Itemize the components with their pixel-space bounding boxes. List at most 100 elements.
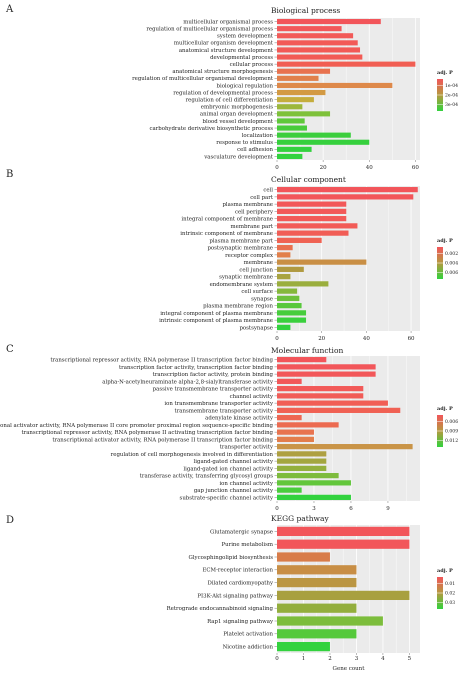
- x-tick-label: 6: [349, 506, 353, 512]
- bar: [277, 82, 393, 89]
- bar: [277, 393, 364, 399]
- legend-label: 0.02: [445, 591, 455, 597]
- category-labels: transcriptional repressor activity, RNA …: [0, 358, 277, 501]
- x-ticks: 0 20 40 60: [275, 160, 419, 171]
- category-label: carbohydrate derivative biosynthetic pro…: [149, 126, 273, 132]
- legend-label: 0.004: [445, 261, 458, 267]
- panel-a: A Biological process multicellular organis…: [5, 4, 458, 171]
- bar: [277, 223, 358, 229]
- category-label: transcriptional repressor activity, RNA …: [21, 430, 273, 436]
- bar: [277, 415, 302, 421]
- bar: [277, 458, 327, 464]
- category-label: blood vessel development: [203, 119, 274, 125]
- bar: [277, 310, 307, 316]
- bar: [277, 266, 304, 272]
- category-label: cell: [263, 188, 273, 194]
- bar: [277, 295, 300, 301]
- bar: [277, 61, 416, 67]
- bar: [277, 480, 351, 486]
- category-label: biological regulation: [217, 83, 274, 89]
- bar: [277, 288, 298, 294]
- category-label: cell adhesion: [237, 147, 273, 153]
- bar: [277, 422, 339, 428]
- bar: [277, 303, 302, 309]
- category-label: system development: [217, 34, 274, 40]
- legend-label: 0.006: [445, 419, 458, 425]
- category-label: Glutamatergic synapse: [210, 529, 273, 535]
- bar: [277, 281, 329, 287]
- category-label: anatomical structure development: [179, 48, 274, 54]
- x-axis-title: Gene count: [333, 666, 366, 672]
- x-tick-label: 40: [366, 165, 373, 171]
- bar: [277, 75, 319, 81]
- x-tick-label: 2: [328, 656, 332, 662]
- category-label: regulation of multicellular organismal d…: [132, 76, 274, 82]
- category-label: passive transmembrane transporter activi…: [153, 387, 274, 393]
- bar: [277, 259, 367, 265]
- category-label: integral component of plasma membrane: [160, 311, 273, 317]
- category-label: Platelet activation: [223, 632, 273, 638]
- bar: [277, 465, 327, 471]
- category-label: plasma membrane region: [203, 304, 273, 310]
- category-label: intrinsic component of plasma membrane: [159, 318, 273, 324]
- bar: [277, 230, 349, 236]
- bar: [277, 378, 302, 384]
- category-labels: Glutamatergic synapse Purine metabolism Gl…: [167, 529, 277, 650]
- legend-label: 0.01: [445, 581, 455, 587]
- bar: [277, 104, 303, 110]
- bar: [277, 324, 291, 330]
- plot-background: [277, 356, 420, 501]
- legend-label: 0.002: [445, 251, 458, 257]
- category-labels: multicellular organismal process regulati…: [132, 19, 277, 160]
- legend-label: 1e-04: [445, 83, 458, 89]
- bar: [277, 252, 291, 258]
- bars: [277, 18, 416, 160]
- x-ticks: 0 1 2 3 4 5: [275, 653, 412, 662]
- panel-title: Biological process: [271, 6, 340, 15]
- category-label: regulation of cell morphogenesis involve…: [111, 452, 274, 458]
- panel-title: Cellular component: [271, 175, 346, 184]
- category-label: animal organ development: [200, 112, 274, 118]
- bar: [277, 629, 357, 639]
- category-label: receptor complex: [225, 253, 273, 259]
- legend: adj. P 0.01 0.02 0.03: [437, 568, 455, 609]
- category-label: ligand-gated channel activity: [194, 459, 274, 465]
- category-label: transferase activity, transferring glyco…: [140, 474, 273, 480]
- category-label: transporter activity: [220, 445, 274, 451]
- bar: [277, 187, 418, 193]
- category-label: channel activity: [230, 394, 274, 400]
- bar: [277, 577, 357, 588]
- bar: [277, 641, 330, 652]
- x-tick-label: 3: [355, 656, 359, 662]
- category-label: vasculature development: [203, 154, 274, 160]
- bar: [277, 590, 410, 601]
- bar: [277, 153, 303, 160]
- category-label: membrane: [244, 260, 273, 266]
- category-label: adenylate kinase activity: [205, 416, 274, 422]
- bars: [277, 526, 410, 652]
- bar: [277, 616, 383, 626]
- category-label: Retrograde endocannabinoid signaling: [167, 606, 274, 612]
- category-label: plasma membrane part: [209, 238, 273, 244]
- category-label: cell periphery: [235, 209, 274, 215]
- category-label: PI3K-Akt signaling pathway: [197, 593, 274, 599]
- legend-title: adj. P: [437, 568, 453, 574]
- category-label: transcription factor activity, transcrip…: [119, 365, 274, 371]
- category-label: intrinsic component of membrane: [180, 231, 273, 237]
- bar: [277, 216, 347, 222]
- category-label: regulation of cell differentiation: [186, 98, 274, 104]
- bar: [277, 429, 314, 435]
- category-label: response to stimulus: [216, 140, 273, 146]
- category-label: cellular process: [230, 62, 274, 68]
- category-label: ECM-receptor interaction: [203, 568, 274, 574]
- category-label: Glycosphingolipid biosynthesis: [189, 555, 274, 561]
- category-label: synapse: [251, 296, 273, 302]
- bar: [277, 194, 414, 200]
- x-tick-label: 20: [318, 336, 325, 342]
- category-label: Dilated cardiomyopathy: [208, 580, 274, 586]
- panel-title: Molecular function: [271, 346, 343, 355]
- legend-label: 2e-04: [445, 93, 458, 99]
- category-label: integral component of membrane: [181, 217, 273, 223]
- x-tick-label: 5: [408, 656, 412, 662]
